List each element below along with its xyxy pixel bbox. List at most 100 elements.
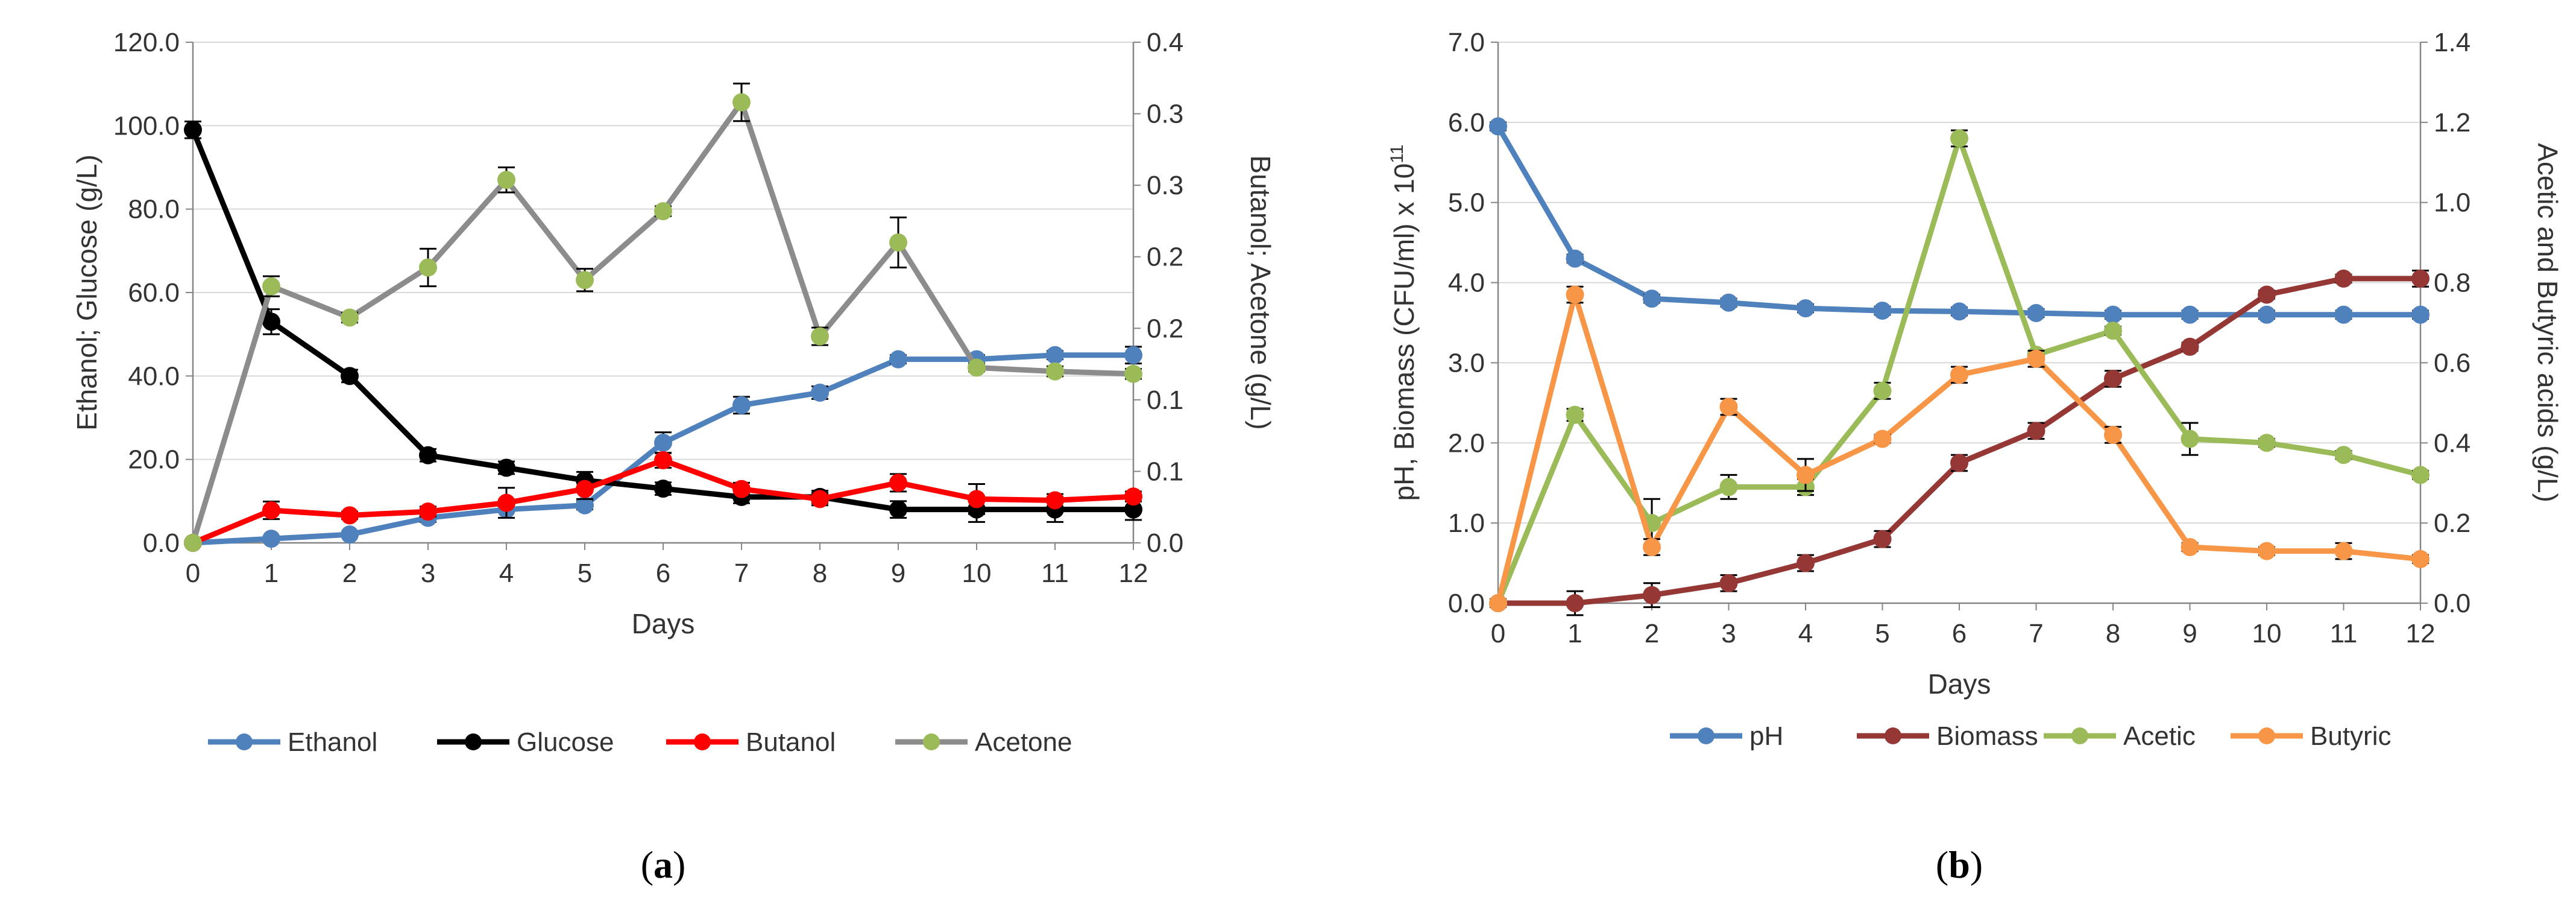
x-tick-label: 4 xyxy=(1798,619,1813,648)
legend-label: Acetone xyxy=(975,727,1072,757)
legend-marker xyxy=(694,733,711,750)
data-point-ethanol xyxy=(654,434,672,452)
right-tick-label: 0.3 xyxy=(1147,100,1183,129)
data-point-acetone xyxy=(576,271,594,290)
legend-item-butanol: Butanol xyxy=(666,727,836,757)
left-axis-title-text: pH, Biomass (CFU/ml) x 10 xyxy=(1388,163,1420,501)
series-line-butyric xyxy=(1495,292,2423,606)
right-tick-label: 1.0 xyxy=(2434,188,2471,218)
data-point-biomass xyxy=(2411,269,2430,288)
right-tick-label: 0.1 xyxy=(1147,457,1183,486)
data-point-butyric xyxy=(2104,426,2122,444)
series-line-biomass xyxy=(1495,276,2423,606)
right-tick-label: 0.1 xyxy=(1147,385,1183,415)
caption-label: a xyxy=(653,843,673,886)
data-point-acetone xyxy=(1046,362,1064,381)
left-tick-label: 120.0 xyxy=(113,28,180,57)
data-point-butyric xyxy=(2334,542,2353,560)
data-point-ph xyxy=(1566,249,1584,268)
data-point-butanol xyxy=(1046,491,1064,510)
data-point-acetic xyxy=(2411,466,2430,484)
x-tick-label: 12 xyxy=(1119,559,1148,588)
x-tick-label: 1 xyxy=(264,559,279,588)
left-tick-label: 20.0 xyxy=(128,445,180,475)
data-point-acetone xyxy=(184,534,202,552)
data-point-butyric xyxy=(1797,466,1815,484)
x-tick-label: 9 xyxy=(891,559,905,588)
legend-marker xyxy=(2071,727,2088,744)
right-tick-label: 0.3 xyxy=(1147,171,1183,200)
data-point-ethanol xyxy=(889,350,907,369)
data-point-butanol xyxy=(654,451,672,470)
data-point-glucose xyxy=(889,500,907,519)
data-point-biomass xyxy=(1643,586,1661,604)
data-point-biomass xyxy=(1566,594,1584,612)
x-tick-label: 11 xyxy=(2330,619,2358,648)
legend-marker xyxy=(236,733,253,750)
data-point-acetone xyxy=(732,93,751,112)
data-point-biomass xyxy=(2181,337,2199,356)
legend-item-ph: pH xyxy=(1670,721,1783,751)
legend-label: Ethanol xyxy=(288,727,377,757)
series-line-ph xyxy=(1495,124,2423,318)
x-tick-label: 9 xyxy=(2182,619,2197,648)
series-ethanol xyxy=(184,346,1142,552)
data-point-butyric xyxy=(1566,285,1584,304)
right-tick-label: 0.2 xyxy=(1147,314,1183,343)
x-tick-label: 10 xyxy=(962,559,992,588)
left-tick-label: 5.0 xyxy=(1448,188,1485,218)
data-point-butanol xyxy=(262,501,280,520)
data-point-acetic xyxy=(2258,434,2276,452)
caption-label: b xyxy=(1948,843,1970,886)
right-axis-title: Butanol; Acetone (g/L) xyxy=(1245,155,1276,429)
data-point-glucose xyxy=(497,458,515,477)
right-tick-label: 0.0 xyxy=(1147,528,1183,558)
x-tick-label: 1 xyxy=(1567,619,1582,648)
data-point-biomass xyxy=(2334,269,2353,288)
legend-item-butyric: Butyric xyxy=(2231,721,2391,751)
data-point-acetic xyxy=(2104,321,2122,340)
series-butanol xyxy=(184,451,1142,552)
data-point-biomass xyxy=(1719,574,1738,592)
data-point-biomass xyxy=(2027,422,2045,440)
x-tick-label: 2 xyxy=(1645,619,1659,648)
data-point-butyric xyxy=(2411,549,2430,568)
data-point-acetone xyxy=(497,171,515,189)
legend-label: Glucose xyxy=(517,727,614,757)
data-point-glucose xyxy=(654,480,672,498)
legend-label: Acetic xyxy=(2123,721,2196,751)
data-point-acetone xyxy=(262,277,280,296)
left-tick-label: 0.0 xyxy=(1448,589,1485,618)
legend-label: Biomass xyxy=(1936,721,2038,751)
data-point-ethanol xyxy=(732,396,751,414)
x-tick-label: 0 xyxy=(186,559,200,588)
legend-label: pH xyxy=(1749,721,1783,751)
right-tick-label: 0.6 xyxy=(2434,348,2471,378)
right-tick-label: 0.4 xyxy=(1147,28,1183,57)
x-tick-label: 8 xyxy=(2106,619,2120,648)
x-tick-label: 2 xyxy=(342,559,357,588)
left-tick-label: 3.0 xyxy=(1448,348,1485,378)
data-point-ph xyxy=(1797,299,1815,318)
caption-close: ) xyxy=(1970,843,1983,886)
legend-item-biomass: Biomass xyxy=(1857,721,2038,751)
x-tick-label: 7 xyxy=(734,559,749,588)
data-point-butanol xyxy=(419,502,437,521)
data-point-glucose xyxy=(419,446,437,464)
data-point-biomass xyxy=(2258,285,2276,304)
x-tick-label: 0 xyxy=(1491,619,1505,648)
data-point-glucose xyxy=(1124,500,1142,519)
left-axis-title: Ethanol; Glucose (g/L) xyxy=(71,154,102,431)
data-point-ph xyxy=(1643,290,1661,308)
data-point-acetone xyxy=(1124,364,1142,383)
caption-open: ( xyxy=(641,843,653,886)
data-point-acetone xyxy=(811,327,829,346)
data-point-biomass xyxy=(2104,370,2122,388)
series-ph xyxy=(1489,117,2430,324)
data-point-acetic xyxy=(2181,429,2199,448)
data-point-acetone xyxy=(654,202,672,221)
data-point-ph xyxy=(2258,305,2276,324)
x-tick-label: 3 xyxy=(1721,619,1736,648)
panel-caption: (b) xyxy=(1936,843,1983,886)
